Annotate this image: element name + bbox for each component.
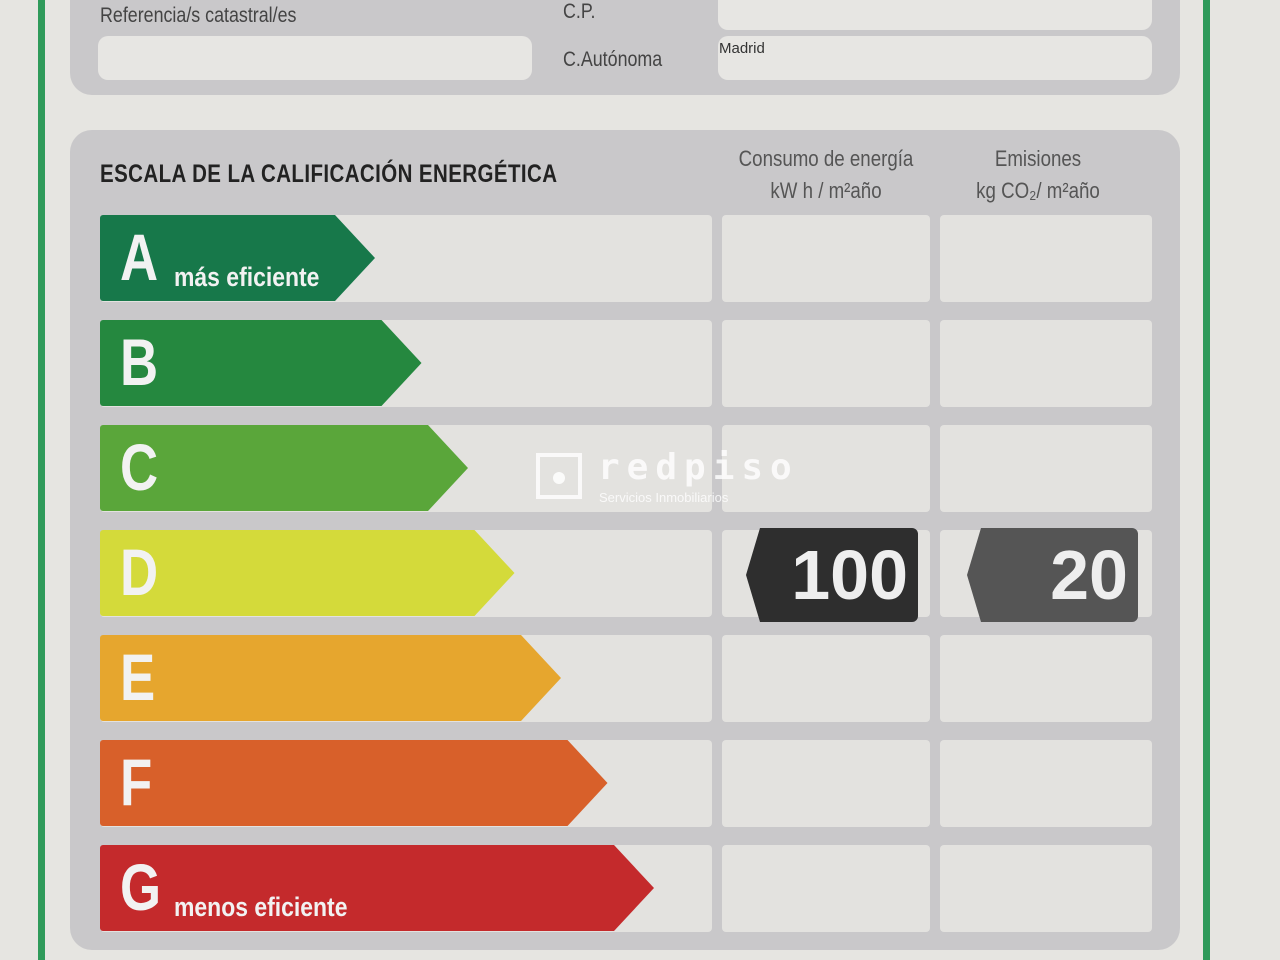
ca-value: Madrid bbox=[719, 40, 765, 57]
cp-field bbox=[718, 0, 1152, 30]
emissions-header: Emisiones kg CO₂/ m²año bbox=[945, 143, 1132, 207]
ref-label: Referencia/s catastral/es bbox=[100, 4, 297, 27]
logo-tagline: Servicios Inmobiliarios bbox=[599, 490, 729, 505]
consumption-header: Consumo de energía kW h / m²año bbox=[733, 143, 920, 207]
rating-arrow-A: A más eficiente bbox=[100, 215, 375, 301]
rating-arrow-D: D bbox=[100, 530, 515, 616]
row-F-consumption-cell bbox=[722, 740, 930, 827]
row-B-emissions-cell bbox=[940, 320, 1152, 407]
rating-letter: G bbox=[120, 850, 162, 924]
rating-arrow-C: C bbox=[100, 425, 468, 511]
rating-arrow-G: G menos eficiente bbox=[100, 845, 654, 931]
rating-letter: B bbox=[120, 325, 159, 399]
emissions-header-unit: kg CO₂/ m²año bbox=[976, 178, 1100, 203]
cp-label: C.P. bbox=[563, 0, 596, 23]
row-A-emissions-cell bbox=[940, 215, 1152, 302]
consumption-header-unit: kW h / m²año bbox=[770, 178, 882, 203]
ca-field bbox=[718, 36, 1152, 80]
rating-arrow-F: F bbox=[100, 740, 608, 826]
row-E-emissions-cell bbox=[940, 635, 1152, 722]
row-F-emissions-cell bbox=[940, 740, 1152, 827]
rating-letter: C bbox=[120, 430, 159, 504]
rating-letter: A bbox=[120, 220, 159, 294]
rating-letter: F bbox=[120, 745, 153, 819]
logo-square-icon bbox=[536, 453, 582, 499]
rating-arrow-E: E bbox=[100, 635, 561, 721]
rating-sublabel: menos eficiente bbox=[174, 892, 348, 922]
scale-title: ESCALA DE LA CALIFICACIÓN ENERGÉTICA bbox=[100, 160, 558, 188]
rating-letter: E bbox=[120, 640, 156, 714]
row-G-consumption-cell bbox=[722, 845, 930, 932]
green-border-right bbox=[1203, 0, 1210, 960]
row-A-consumption-cell bbox=[722, 215, 930, 302]
emissions-rating-badge: 20 bbox=[967, 528, 1138, 622]
ref-field bbox=[98, 36, 532, 80]
row-C-emissions-cell bbox=[940, 425, 1152, 512]
row-G-emissions-cell bbox=[940, 845, 1152, 932]
row-B-consumption-cell bbox=[722, 320, 930, 407]
green-border-left bbox=[38, 0, 45, 960]
row-C-consumption-cell bbox=[722, 425, 930, 512]
row-E-consumption-cell bbox=[722, 635, 930, 722]
consumption-header-line1: Consumo de energía bbox=[738, 146, 914, 171]
consumption-rating-badge: 100 bbox=[746, 528, 918, 622]
ca-label: C.Autónoma bbox=[563, 48, 663, 71]
rating-arrow-B: B bbox=[100, 320, 422, 406]
logo-brand: redpiso bbox=[598, 447, 799, 488]
rating-sublabel: más eficiente bbox=[174, 262, 320, 292]
rating-letter: D bbox=[120, 535, 159, 609]
emissions-header-line1: Emisiones bbox=[994, 146, 1082, 171]
